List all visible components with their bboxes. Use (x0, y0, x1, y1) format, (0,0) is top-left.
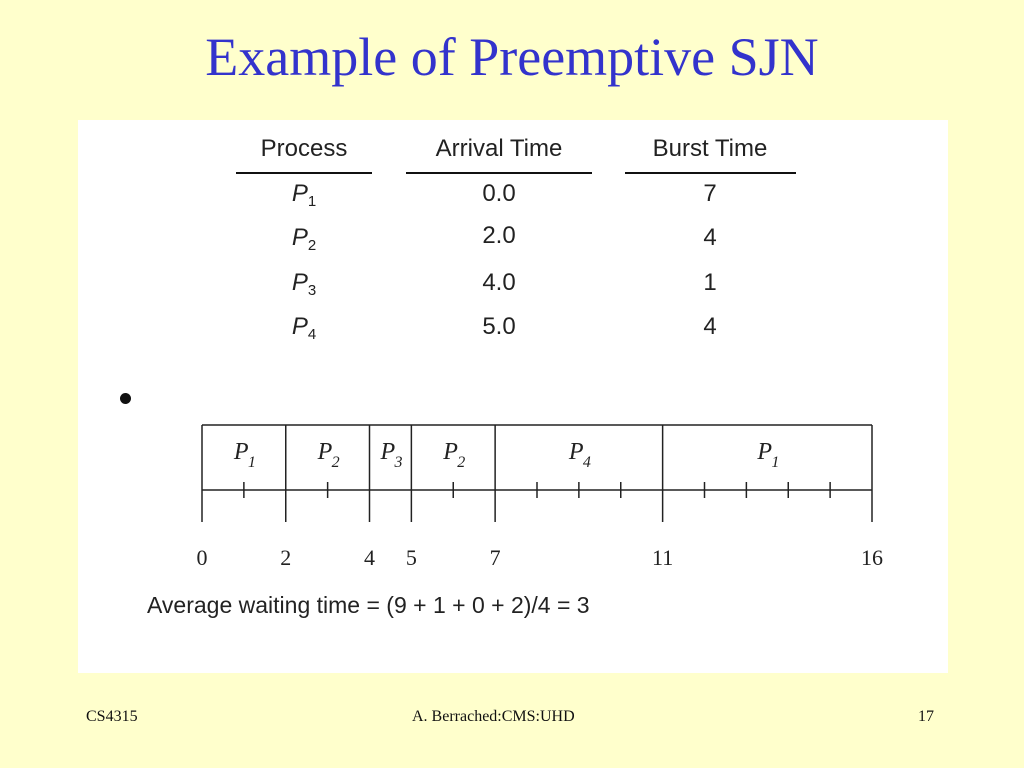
table-row-4-burst: 4 (703, 313, 717, 340)
slide-title: Example of Preemptive SJN (205, 27, 819, 87)
table-row-2-arrival: 2.0 (482, 222, 516, 249)
gantt-segment-sub-1: 1 (248, 454, 256, 471)
gantt-segment-sub-3: 3 (393, 454, 402, 471)
bullet-point (120, 393, 131, 404)
header-rule-process (236, 172, 372, 174)
gantt-segment-label-6: P (756, 439, 772, 465)
table-row-1-arrival: 0.0 (482, 180, 516, 207)
average-waiting-time: Average waiting time = (9 + 1 + 0 + 2)/4… (147, 592, 590, 618)
footer-page-number: 17 (918, 708, 934, 725)
gantt-time-label-5: 5 (406, 545, 417, 570)
footer-course: CS4315 (86, 708, 138, 725)
content-panel (78, 120, 948, 673)
gantt-time-label-4: 4 (364, 545, 375, 570)
gantt-time-label-11: 11 (652, 545, 673, 570)
gantt-segment-label-5: P (568, 439, 584, 465)
table-row-3-process: P3 (291, 269, 317, 299)
gantt-segment-sub-4: 2 (457, 454, 465, 471)
footer-author: A. Berrached:CMS:UHD (412, 708, 575, 725)
header-rule-burst (625, 172, 796, 174)
gantt-time-label-7: 7 (490, 545, 501, 570)
table-row-2-burst: 4 (703, 224, 717, 251)
table-row-4-arrival: 5.0 (482, 313, 516, 340)
gantt-segment-label-1: P (233, 439, 249, 465)
header-arrival-time: Arrival Time (435, 135, 563, 162)
gantt-segment-sub-5: 4 (583, 454, 591, 471)
gantt-segment-sub-6: 1 (771, 454, 779, 471)
gantt-time-label-2: 2 (280, 545, 291, 570)
gantt-chart: P 1 P 2 P 3 P 2 P 4 P 10 2 4 5 7 11 16 (197, 424, 883, 570)
table-row-3-arrival: 4.0 (482, 269, 516, 296)
table-row-2-process: P2 (291, 224, 317, 254)
gantt-time-label-16: 16 (861, 545, 883, 570)
header-process: Process (260, 135, 348, 162)
table-row-1-burst: 7 (703, 180, 717, 207)
table-row-4-process: P4 (291, 313, 317, 343)
gantt-segment-sub-2: 2 (332, 454, 340, 471)
gantt-time-label-0: 0 (197, 545, 208, 570)
gantt-segment-label-3: P (379, 439, 395, 465)
table-row-3-burst: 1 (703, 269, 717, 296)
header-rule-arrival (406, 172, 592, 174)
table-row-1-process: P1 (291, 180, 317, 210)
gantt-segment-label-2: P (317, 439, 333, 465)
gantt-segment-label-4: P (442, 439, 458, 465)
header-burst-time: Burst Time (652, 135, 768, 162)
